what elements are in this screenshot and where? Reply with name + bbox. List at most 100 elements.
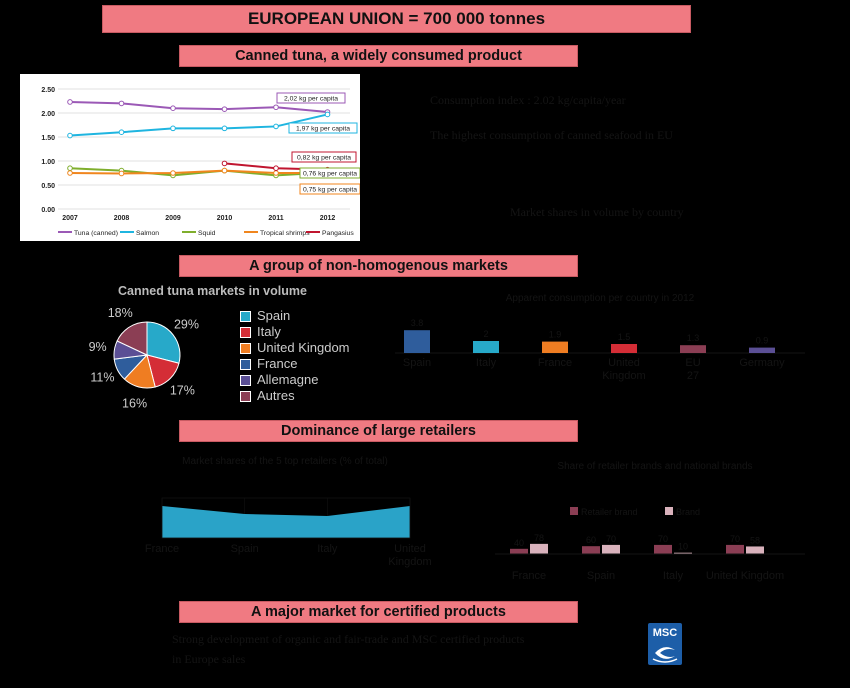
legend-label: Brand bbox=[676, 507, 700, 517]
data-point bbox=[67, 99, 73, 105]
bar-data-label: 0.9 bbox=[756, 336, 769, 346]
y-tick-label: 2.50 bbox=[41, 87, 55, 94]
legend-swatch bbox=[240, 391, 251, 403]
consumption-line-chart-panel: 0.00 0.50 1.00 1.50 2.00 2.50 2007 2008 2009 2010… bbox=[20, 74, 361, 241]
section-heading-consumption: Canned tuna, a widely consumed product bbox=[179, 45, 578, 67]
legend-label: Spain bbox=[257, 308, 291, 323]
series-line-1 bbox=[69, 113, 328, 137]
series-line-3 bbox=[69, 169, 328, 175]
pie-data-label: 29% bbox=[174, 317, 199, 331]
bar-data-label: 2 bbox=[483, 329, 488, 339]
legend-swatch bbox=[240, 375, 251, 387]
bar-0 bbox=[404, 330, 430, 353]
area-category-label: Spain bbox=[231, 543, 259, 555]
brand-bar bbox=[530, 543, 548, 554]
bar-category-label: EU bbox=[685, 357, 700, 369]
series-line-2 bbox=[69, 167, 328, 177]
bar-5 bbox=[749, 347, 775, 353]
bar-category-label: Kingdom bbox=[602, 370, 645, 382]
area-category-label: United bbox=[394, 543, 426, 555]
brand-bar-chart: Share of retailer brands and national br… bbox=[495, 461, 805, 582]
data-point bbox=[170, 125, 176, 132]
brand-bar bbox=[510, 548, 528, 554]
legend-item: Italy bbox=[240, 324, 281, 340]
series-line-0 bbox=[69, 100, 328, 114]
legend-label: France bbox=[257, 356, 298, 371]
legend-item: United Kingdom bbox=[240, 340, 350, 356]
bar-category-label: Spain bbox=[403, 357, 431, 369]
legend-item: Autres bbox=[240, 388, 295, 404]
plot-frame bbox=[161, 497, 411, 539]
legend-label: Allemagne bbox=[257, 372, 319, 387]
annotation-label: 0,76 kg per capita bbox=[303, 171, 357, 178]
bar-data-label: 78 bbox=[534, 533, 544, 543]
annotation-box bbox=[291, 151, 357, 163]
msc-fish-icon: MSC bbox=[652, 627, 678, 663]
data-point bbox=[221, 125, 228, 132]
bar-data-label: 10 bbox=[678, 542, 688, 552]
bar-data-label: 70 bbox=[730, 534, 740, 544]
data-point bbox=[118, 129, 125, 136]
msc-logo-text: MSC bbox=[653, 627, 678, 639]
legend-item: Allemagne bbox=[240, 372, 318, 388]
pie-data-label: 18% bbox=[108, 306, 133, 320]
pie-slice-spain bbox=[146, 321, 181, 364]
legend-swatch bbox=[240, 343, 251, 355]
bar-data-label: 1.9 bbox=[549, 330, 562, 340]
data-point bbox=[67, 170, 73, 176]
bar-data-label: 3.8 bbox=[411, 318, 424, 328]
data-point bbox=[273, 165, 279, 171]
pie-data-label: 9% bbox=[89, 340, 107, 354]
legend-item: France bbox=[240, 356, 297, 372]
legend-label: Italy bbox=[257, 324, 281, 339]
legend-label: Squid bbox=[198, 230, 216, 237]
y-tick-label: 1.00 bbox=[41, 159, 55, 166]
legend-label: Pangasius bbox=[322, 230, 354, 237]
brand-bar bbox=[746, 546, 764, 554]
annotation-box bbox=[276, 92, 346, 104]
section-heading-retailers: Dominance of large retailers bbox=[179, 420, 578, 442]
legend-label: Tuna (canned) bbox=[74, 230, 118, 237]
data-point bbox=[118, 170, 125, 177]
data-point bbox=[170, 170, 176, 176]
x-tick-label: 2007 bbox=[62, 215, 78, 222]
annotation-label: 0,82 kg per capita bbox=[297, 155, 351, 162]
brand-bar bbox=[654, 544, 672, 554]
legend-item: Spain bbox=[240, 308, 290, 324]
data-point bbox=[67, 165, 73, 171]
x-tick-label: 2011 bbox=[268, 215, 283, 222]
highest-consumption-text: The highest consumption of canned seafoo… bbox=[430, 128, 673, 142]
area-category-label: Italy bbox=[317, 543, 338, 555]
y-tick-label: 2.00 bbox=[41, 111, 55, 118]
brand-bar bbox=[602, 544, 620, 554]
legend-label: Autres bbox=[257, 388, 295, 403]
bar-data-label: 1.5 bbox=[618, 332, 631, 342]
data-point bbox=[273, 123, 279, 130]
area-chart-title: Market shares of the 5 top retailers (% … bbox=[182, 456, 388, 467]
data-point bbox=[273, 104, 279, 111]
consumption-bar-chart: Apparent consumption per country in 2012… bbox=[395, 293, 805, 382]
legend-swatch bbox=[240, 311, 251, 323]
msc-logo: MSC bbox=[648, 623, 682, 665]
annotation-label: 2,02 kg per capita bbox=[284, 96, 338, 103]
bar-data-label: 1.3 bbox=[687, 333, 700, 343]
brand-category-label: United Kingdom bbox=[706, 570, 784, 582]
bar-data-label: 58 bbox=[750, 535, 760, 545]
bar-2 bbox=[542, 341, 568, 353]
area-fill bbox=[162, 506, 410, 538]
retailer-area-chart: Market shares of the 5 top retailers (% … bbox=[145, 456, 432, 568]
pie-data-label: 16% bbox=[122, 396, 147, 410]
data-point bbox=[221, 106, 228, 112]
y-tick-label: 1.50 bbox=[41, 135, 55, 142]
brand-chart-title: Share of retailer brands and national br… bbox=[557, 461, 752, 472]
market-share-text: Market shares in volume by country bbox=[510, 205, 684, 219]
legend-swatch bbox=[240, 327, 251, 339]
legend-label: Salmon bbox=[136, 230, 159, 237]
legend-swatch bbox=[665, 507, 673, 515]
market-pie-chart: 29% 17% 16% 11% 9% 18% bbox=[89, 306, 199, 410]
data-point bbox=[118, 100, 125, 107]
x-tick-label: 2010 bbox=[217, 215, 233, 222]
bar-category-label: Germany bbox=[739, 357, 785, 369]
bar-4 bbox=[680, 345, 706, 353]
certified-text-line1: Strong development of organic and fair-t… bbox=[172, 632, 525, 646]
